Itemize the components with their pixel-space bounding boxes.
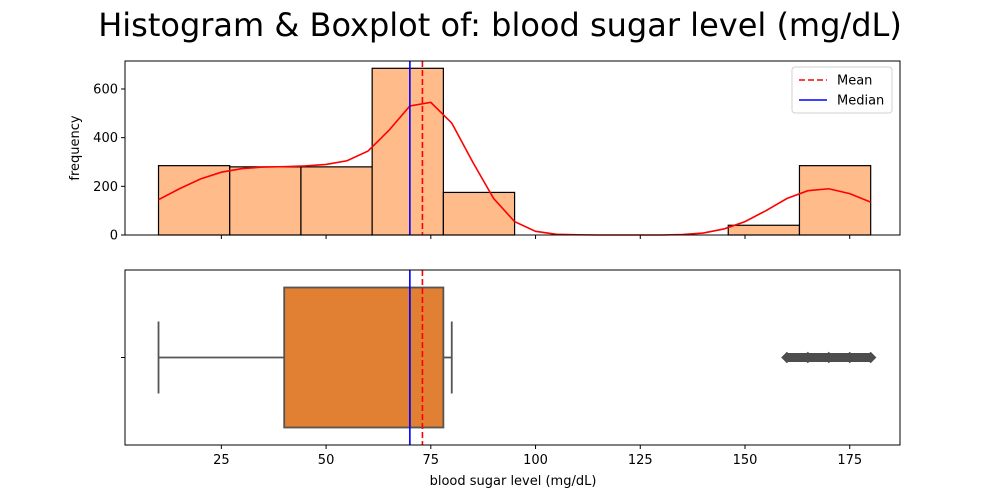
y-axis-label: frequency — [68, 115, 83, 181]
x-tick-label: 125 — [628, 453, 653, 468]
histogram-bar — [798, 165, 872, 236]
x-axis-label: blood sugar level (mg/dL) — [430, 474, 597, 489]
legend-label-mean: Mean — [837, 74, 872, 89]
boxplot-panel: 25 50 75 100 125 150 175 — [121, 269, 901, 468]
histogram-bar — [157, 165, 231, 236]
chart-title: Histogram & Boxplot of: blood sugar leve… — [98, 6, 902, 44]
legend-box — [791, 66, 893, 114]
x-tick-label: 75 — [423, 453, 440, 468]
y-tick-label: 600 — [93, 82, 118, 97]
x-tick-label: 50 — [318, 453, 335, 468]
histogram-bar — [442, 191, 516, 236]
kde-line — [158, 101, 871, 236]
legend: Mean Median — [791, 66, 893, 114]
x-tick-label: 175 — [837, 453, 862, 468]
outlier-cluster — [786, 353, 871, 362]
histogram-bar — [371, 67, 444, 236]
x-tick-label: 25 — [213, 453, 230, 468]
y-tick-label: 400 — [93, 131, 118, 146]
x-tick-label: 150 — [733, 453, 758, 468]
histogram-bar — [229, 166, 302, 236]
x-tick-label: 100 — [523, 453, 548, 468]
histogram-panel: 0 200 400 600 Mean Median — [93, 60, 901, 244]
histogram-bar — [300, 166, 373, 236]
y-tick-label: 200 — [93, 180, 118, 195]
legend-label-median: Median — [837, 94, 884, 109]
box-iqr — [283, 286, 445, 429]
histogram-bar — [727, 224, 801, 236]
y-tick-label: 0 — [110, 229, 118, 244]
histogram-axes-frame — [124, 60, 901, 236]
